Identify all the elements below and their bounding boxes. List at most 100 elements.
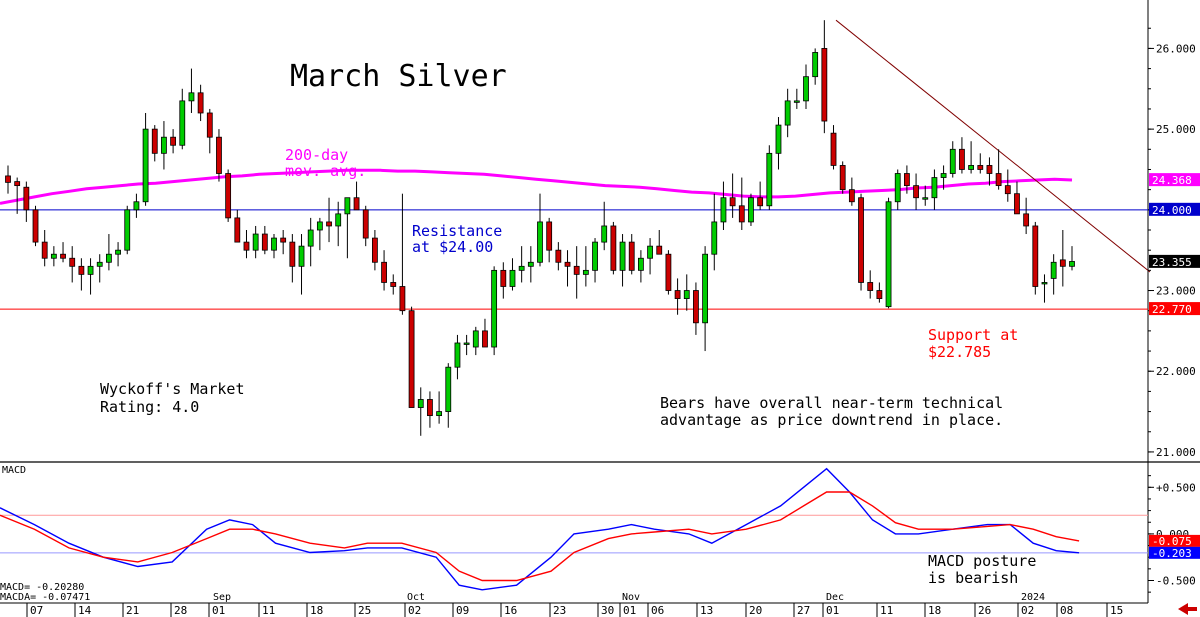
candle-body (537, 221, 543, 263)
price-label-text: 24.368 (1152, 174, 1192, 187)
date-tick-label: 28 (174, 604, 187, 617)
macd-note-line2: is bearish (928, 569, 1018, 587)
candle-body (555, 249, 562, 263)
chart-title: March Silver (290, 59, 507, 94)
date-tick-label: 06 (651, 604, 664, 617)
candle-body (793, 100, 800, 103)
candle-body (738, 205, 745, 223)
candle-body (546, 221, 553, 251)
commentary-line2: advantage as price downtrend in place. (660, 411, 1003, 429)
candle-body (500, 269, 507, 287)
candle-body (894, 173, 901, 203)
candles-layer (5, 20, 1075, 436)
price-label-box (1149, 202, 1200, 216)
candle-body (812, 52, 819, 78)
candle-body (5, 175, 11, 183)
candle-body (876, 290, 883, 299)
candle-body (472, 330, 479, 348)
candle-body (454, 342, 461, 368)
ma-label-line1: 200-day (285, 146, 348, 164)
candle-body (390, 282, 397, 287)
date-tick-label: 20 (749, 604, 762, 617)
date-tick-label: 01 (623, 604, 636, 617)
candle-body (427, 399, 433, 417)
candle-body (96, 261, 103, 267)
candle-body (1041, 282, 1048, 285)
date-tick-label: 25 (358, 604, 371, 617)
candle-body (1032, 225, 1039, 287)
candle-body (170, 136, 177, 146)
candle-body (518, 265, 525, 271)
candle-body (179, 100, 186, 146)
price-label-box (1149, 173, 1200, 187)
candle-body (408, 310, 415, 408)
candle-body (1023, 213, 1030, 227)
candle-body (748, 197, 754, 223)
rating-label-line2: Rating: 4.0 (100, 398, 199, 416)
date-tick-label: 14 (78, 604, 92, 617)
date-tick-label: 18 (928, 604, 941, 617)
candle-body (87, 265, 94, 275)
candle-body (60, 253, 66, 259)
candle-body (693, 290, 699, 324)
candle-body (940, 173, 947, 178)
candle-body (702, 253, 709, 324)
macd-value-box (1149, 534, 1200, 547)
price-label-text: 22.770 (1152, 303, 1192, 316)
date-tick-label: 01 (212, 604, 225, 617)
candle-body (124, 209, 131, 251)
candle-body (225, 173, 232, 219)
candle-body (326, 221, 332, 227)
price-tick-label: 22.000 (1156, 365, 1196, 378)
candle-body (601, 225, 608, 243)
candle-body (1014, 193, 1020, 215)
month-label: Nov (622, 592, 640, 603)
candle-body (252, 233, 259, 251)
candle-body (628, 241, 635, 271)
candle-body (353, 197, 360, 211)
candle-body (527, 261, 534, 267)
candle-body (115, 249, 121, 255)
candle-body (619, 241, 626, 271)
candle-body (197, 92, 204, 114)
candle-body (23, 186, 30, 211)
ma-label-line2: mov. avg. (285, 162, 366, 180)
price-tick-label: 26.000 (1156, 42, 1196, 55)
candle-body (903, 173, 910, 187)
candle-body (261, 233, 268, 251)
date-tick-label: 02 (1021, 604, 1034, 617)
date-tick-label: 18 (310, 604, 323, 617)
candle-body (977, 165, 984, 170)
date-tick-label: 02 (408, 604, 421, 617)
candle-body (968, 165, 975, 170)
candle-body (959, 148, 965, 170)
date-axis: 07 14 21 28 01 11 18 25 02 09 16 23 30 01 06 13 20 27 01 11… (26, 592, 1123, 617)
candle-body (151, 128, 158, 154)
macd-value-text: -0.075 (1152, 535, 1192, 548)
candle-body (766, 152, 773, 207)
support-label-line1: Support at (928, 326, 1018, 344)
candle-body (133, 201, 140, 211)
candle-body (381, 261, 387, 283)
candle-body (445, 366, 452, 412)
candle-body (610, 225, 617, 271)
candle-body (41, 241, 48, 259)
date-tick-label: 13 (700, 604, 713, 617)
macd-value-text: -0.203 (1152, 547, 1192, 560)
candle-body (757, 197, 764, 207)
date-tick-label: 11 (262, 604, 275, 617)
candle-body (509, 269, 516, 287)
candle-body (1004, 185, 1011, 195)
candle-body (234, 217, 241, 243)
macd-series-line (0, 467, 1080, 591)
price-label-box (1149, 254, 1200, 268)
arrow-left-icon[interactable] (1178, 603, 1197, 615)
moving-average-layer (0, 168, 1073, 205)
macd-note-line1: MACD posture (928, 552, 1036, 570)
price-tick-label: 23.000 (1156, 285, 1196, 298)
candle-body (839, 165, 846, 191)
candle-body (399, 286, 406, 312)
candle-body (417, 399, 424, 408)
candle-body (885, 201, 892, 308)
